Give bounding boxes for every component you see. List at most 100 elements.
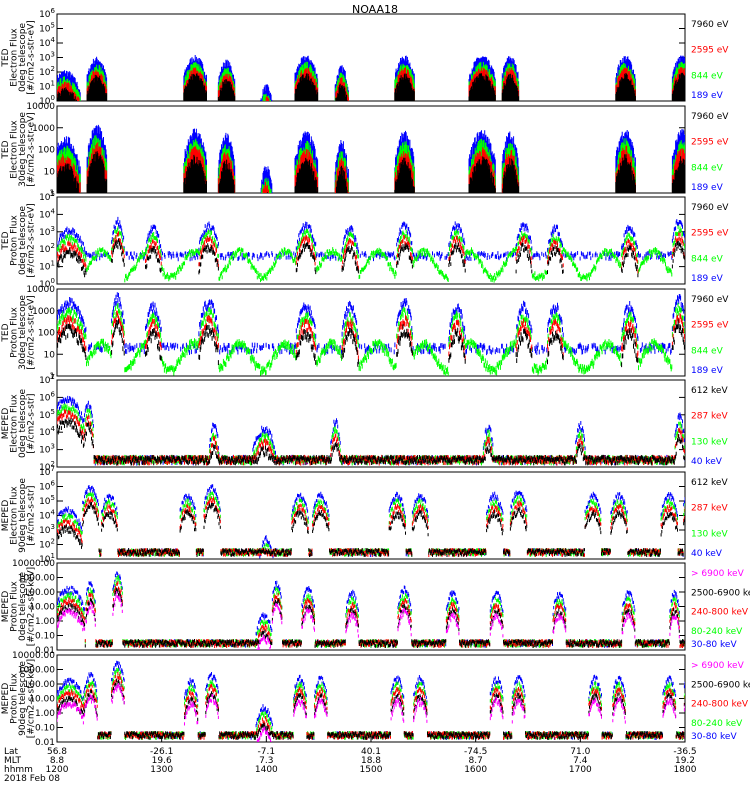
y-tick-label: 10000.00 [12, 559, 55, 569]
x-tick-label: 1500 [360, 765, 383, 775]
y-tick-label: 106 [39, 390, 55, 403]
x-tick-label: 1300 [150, 765, 173, 775]
y-axis-label: TED [1, 140, 11, 159]
legend-entry: 2595 eV [691, 46, 729, 56]
y-tick-label: 105 [39, 22, 55, 35]
legend-entry: 130 keV [691, 529, 728, 539]
series-trace-blue [57, 395, 685, 466]
data-traces [57, 484, 685, 559]
y-tick-label: 107 [39, 465, 55, 478]
x-tick-label: -26.1 [150, 747, 173, 757]
series-trace-red [57, 142, 685, 193]
plot-frame [56, 654, 686, 743]
series-trace-blue [57, 55, 685, 101]
series-trace-red [57, 409, 685, 466]
y-axis-label: Proton Flux [10, 215, 20, 266]
series-trace-black [57, 151, 685, 193]
series-trace-red [57, 581, 685, 648]
y-tick-label: 1 [49, 372, 55, 382]
series-trace-green [57, 575, 685, 648]
legend-entry: 612 keV [691, 386, 728, 396]
legend-entry: 240-800 keV [691, 700, 749, 710]
y-tick-label: 1000 [32, 124, 55, 134]
legend-entry: 7960 eV [691, 295, 729, 305]
y-tick-label: 104 [39, 207, 55, 220]
y-axis-label: TED [1, 231, 11, 250]
series-trace-green [57, 135, 685, 193]
y-tick-label: 10000 [26, 102, 55, 112]
x-tick-label: 1400 [255, 765, 278, 775]
x-tick-label: 7.4 [573, 756, 588, 766]
legend-entry: 7960 eV [691, 112, 729, 122]
y-axis-label: TED [1, 48, 11, 67]
legend-entry: 612 keV [691, 478, 728, 488]
x-tick-label: 40.1 [361, 747, 381, 757]
legend-entry: 844 eV [691, 71, 724, 81]
series-trace-blue [57, 124, 685, 193]
data-traces [57, 216, 685, 283]
y-tick-label: 10 [44, 350, 56, 360]
y-axis-label: 0deg telescope [18, 206, 28, 276]
plot-frame [56, 196, 686, 285]
chart-title: NOAA18 [352, 3, 398, 16]
legend-entry: > 6900 keV [691, 661, 745, 671]
legend-entry: 189 eV [691, 366, 724, 376]
y-tick-label: 1.00 [35, 617, 55, 627]
y-axis-label: Electron Flux [10, 486, 20, 545]
x-tick-label: 71.0 [570, 747, 590, 757]
y-tick-label: 0.10 [35, 724, 55, 734]
legend-entry: 130 keV [691, 437, 728, 447]
y-tick-label: 100 [39, 94, 55, 107]
x-tick-label: 8.7 [469, 756, 483, 766]
x-tick-label: -36.5 [673, 747, 696, 757]
data-traces [57, 660, 685, 742]
legend-entry: 2595 eV [691, 138, 729, 148]
y-tick-label: 102 [39, 460, 55, 473]
y-axis-label: Electron Flux [10, 120, 20, 179]
series-trace-red [57, 67, 685, 101]
legend-entry: 2595 eV [691, 229, 729, 239]
legend-entry: 844 eV [691, 346, 724, 356]
legend-entry: 2595 eV [691, 321, 729, 331]
series-trace-black [57, 319, 685, 368]
y-tick-label: 103 [39, 51, 55, 64]
y-tick-label: 104 [39, 509, 55, 522]
x-tick-label: 56.8 [47, 747, 67, 757]
y-tick-label: 107 [39, 373, 55, 386]
series-trace-green [57, 225, 685, 283]
y-tick-label: 106 [39, 480, 55, 493]
y-tick-label: 103 [39, 523, 55, 536]
legend-entry: 189 eV [691, 183, 724, 193]
panel-meped-proton-0deg: 0.01 0.10 1.00 10.00 100.00 1000.00 10000.00 ME… [1, 559, 750, 656]
legend-entry: 2500-6900 keV [691, 588, 750, 598]
series-trace-black [57, 417, 685, 466]
y-axis-label: MEPED [1, 408, 11, 440]
legend-entry: 40 keV [691, 457, 723, 467]
y-axis-label: [#/cm2-s-str-eV] [27, 20, 37, 95]
x-tick-label: 19.6 [152, 756, 172, 766]
series-trace-red [57, 310, 685, 361]
x-tick-label: -7.1 [258, 747, 276, 757]
series-trace-black [57, 587, 685, 648]
y-tick-label: 105 [39, 494, 55, 507]
series-trace-black [57, 678, 685, 740]
series-trace-black [57, 72, 685, 101]
x-tick-label: 18.8 [361, 756, 381, 766]
y-tick-label: 101 [39, 260, 55, 273]
y-axis-label: 0deg telescope [18, 389, 28, 459]
x-tick-label: 1200 [46, 765, 69, 775]
series-trace-magenta [57, 591, 680, 650]
y-axis-label: MEPED [1, 683, 11, 715]
y-tick-label: 1 [49, 189, 55, 199]
y-tick-label: 1000.00 [18, 574, 55, 584]
y-tick-label: 103 [39, 443, 55, 456]
y-tick-label: 100 [38, 146, 55, 156]
x-tick-label: 1600 [464, 765, 487, 775]
x-tick-label: 1700 [569, 765, 592, 775]
data-traces [57, 292, 685, 376]
plot-frame [56, 379, 686, 468]
